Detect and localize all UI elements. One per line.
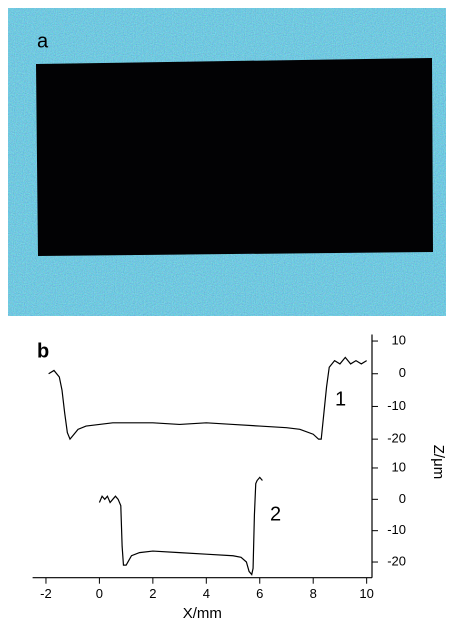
x-tick-label: 2 xyxy=(149,586,156,601)
y-tick-label: 0 xyxy=(399,491,406,506)
y-tick-label: -20 xyxy=(387,553,406,568)
figure: a b 100-10-20Z/μm1100-10-20-20246810X/mm… xyxy=(0,0,454,625)
y-tick-label: 10 xyxy=(392,459,406,474)
y-tick-label: 0 xyxy=(399,365,406,380)
y-tick-label: 10 xyxy=(392,332,406,347)
x-tick-label: 4 xyxy=(203,586,210,601)
panel-label: a xyxy=(37,30,49,52)
y-tick-label: -10 xyxy=(387,398,406,413)
y-tick-label: -20 xyxy=(387,431,406,446)
y-tick-label: -10 xyxy=(387,522,406,537)
line-series xyxy=(49,357,367,439)
panel-label: b xyxy=(37,340,49,362)
line-series xyxy=(99,477,262,574)
x-tick-label: -2 xyxy=(40,586,52,601)
x-tick-label: 10 xyxy=(359,586,373,601)
x-tick-label: 0 xyxy=(96,586,103,601)
y-axis-label: Z/μm xyxy=(430,445,447,479)
dark-rectangle xyxy=(36,58,433,256)
series-label: 2 xyxy=(270,503,281,525)
x-axis-label: X/mm xyxy=(183,605,222,622)
x-tick-label: 8 xyxy=(310,586,317,601)
x-tick-label: 6 xyxy=(256,586,263,601)
series-label: 1 xyxy=(335,388,346,410)
